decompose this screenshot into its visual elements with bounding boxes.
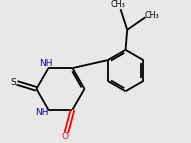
Text: NH: NH (39, 59, 53, 68)
Text: CH₃: CH₃ (145, 11, 160, 20)
Text: O: O (61, 132, 68, 141)
Text: S: S (11, 78, 17, 87)
Text: NH: NH (35, 108, 49, 117)
Text: CH₃: CH₃ (110, 0, 125, 9)
